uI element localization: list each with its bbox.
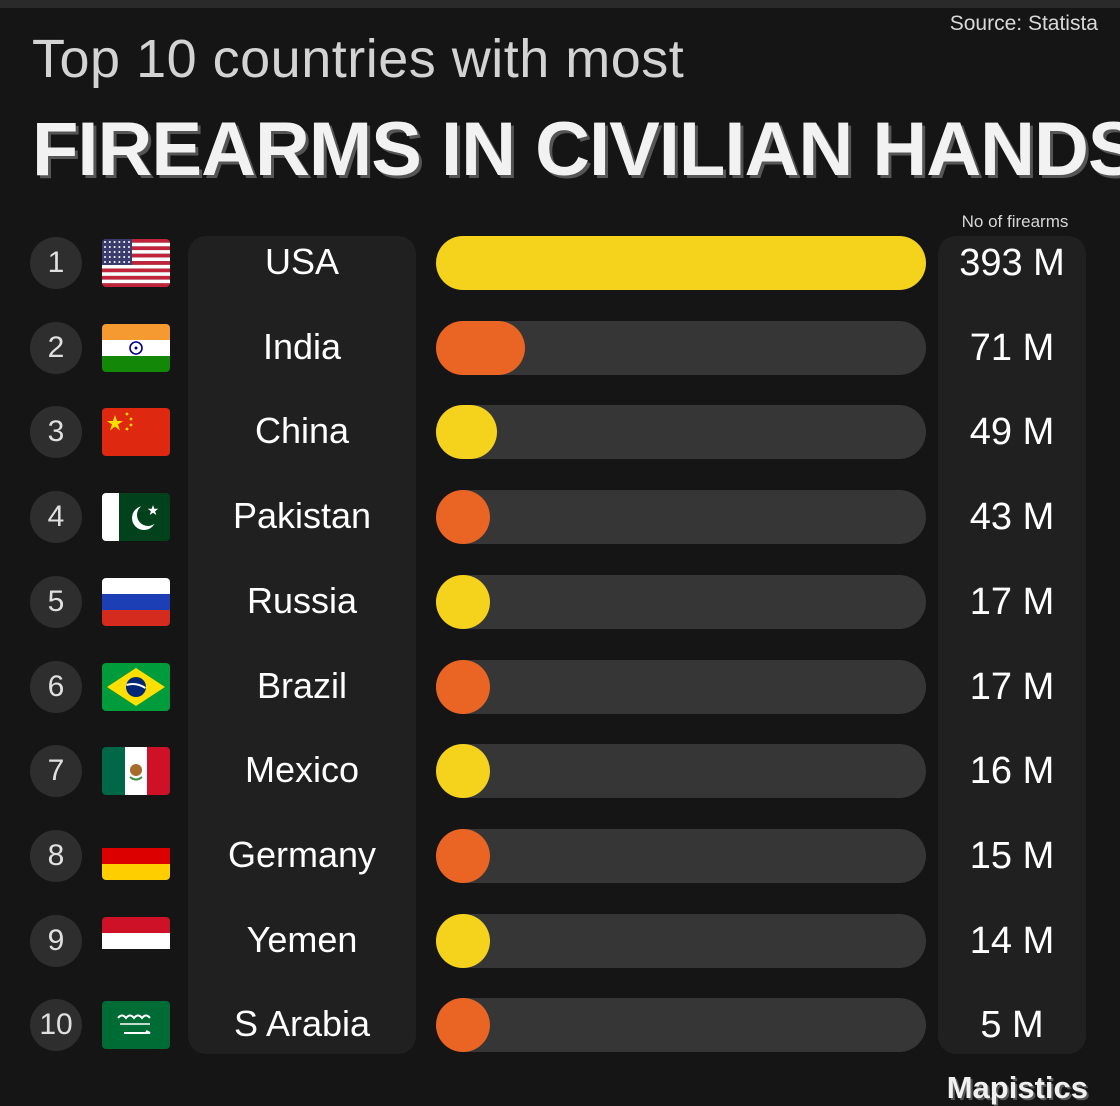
germany-flag-icon [102, 831, 170, 880]
country-label: Germany [227, 833, 377, 875]
saudi-arabia-flag-icon [102, 1001, 170, 1050]
bar [436, 320, 525, 375]
bar-track [436, 574, 926, 629]
brand-logo: Mapistics [946, 1070, 1088, 1105]
bar [436, 913, 490, 968]
top-band [0, 0, 1120, 8]
country-name-panel [188, 236, 416, 1054]
country-label: Yemen [246, 918, 358, 960]
value-column-header: No of firearms [961, 212, 1069, 231]
value-label: 5 M [980, 1004, 1044, 1047]
bar-row: 2 India 71 M [0, 319, 1120, 379]
value-label: 15 M [969, 834, 1055, 877]
bar [436, 574, 490, 629]
rank-badge: 6 [30, 660, 82, 713]
bar-row: 3 China 49 M [0, 403, 1120, 463]
bar-row: 7 Mexico 16 M [0, 742, 1120, 802]
country-label: Brazil [256, 664, 348, 706]
bar-track [436, 828, 926, 883]
bar-row: 4 Pakistan 43 M [0, 488, 1120, 548]
pakistan-flag-icon [102, 493, 170, 542]
bar [436, 744, 490, 799]
country-label: Pakistan [232, 495, 372, 537]
value-label: 17 M [969, 665, 1055, 708]
mexico-flag-icon [102, 747, 170, 796]
country-label: China [254, 410, 350, 452]
russia-flag-icon [102, 577, 170, 626]
bar [436, 998, 490, 1053]
rank-badge: 2 [30, 321, 82, 374]
bar-track [436, 320, 926, 375]
bar [436, 405, 498, 460]
bar-row: 1 USA 393 M [0, 234, 1120, 294]
rank-badge: 5 [30, 575, 82, 628]
value-label: 49 M [969, 411, 1055, 454]
bar-track [436, 998, 926, 1053]
bar-track [436, 405, 926, 460]
bar-track [436, 913, 926, 968]
title-line-2: FIREARMS IN CIVILIAN HANDS [32, 107, 1120, 192]
value-label: 16 M [969, 750, 1055, 793]
title-line-1: Top 10 countries with most [32, 29, 685, 89]
rank-badge: 9 [30, 914, 82, 967]
bar [436, 490, 490, 545]
value-panel [938, 236, 1086, 1054]
bar-row: 5 Russia 17 M [0, 573, 1120, 633]
country-label: Mexico [244, 749, 360, 791]
source-label: Source: Statista [949, 12, 1098, 35]
country-label: S Arabia [233, 1003, 371, 1045]
rank-badge: 10 [30, 999, 82, 1052]
bar [436, 236, 926, 290]
value-label: 14 M [969, 919, 1055, 962]
country-label: USA [264, 241, 340, 282]
bar-row: 9 Yemen 14 M [0, 912, 1120, 972]
china-flag-icon [102, 408, 170, 457]
bar [436, 659, 490, 714]
bar-row: 6 Brazil 17 M [0, 658, 1120, 718]
bar-row: 10 S Arabia 5 M [0, 996, 1120, 1056]
yemen-flag-icon [102, 916, 170, 965]
value-label: 393 M [959, 242, 1065, 284]
rank-badge: 4 [30, 491, 82, 544]
bar-track [436, 659, 926, 714]
bar-track [436, 490, 926, 545]
bar-row: 8 Germany 15 M [0, 827, 1120, 887]
country-label: India [262, 325, 342, 367]
india-flag-icon [102, 323, 170, 372]
rank-badge: 8 [30, 829, 82, 882]
value-label: 43 M [969, 496, 1055, 539]
bar [436, 828, 490, 883]
bar-track [436, 236, 926, 290]
value-label: 17 M [969, 580, 1055, 623]
usa-flag-icon [102, 239, 170, 287]
value-label: 71 M [969, 326, 1055, 369]
rank-badge: 3 [30, 406, 82, 459]
country-label: Russia [246, 579, 358, 621]
rank-badge: 1 [30, 237, 82, 289]
brazil-flag-icon [102, 662, 170, 711]
rank-badge: 7 [30, 745, 82, 798]
bar-track [436, 744, 926, 799]
